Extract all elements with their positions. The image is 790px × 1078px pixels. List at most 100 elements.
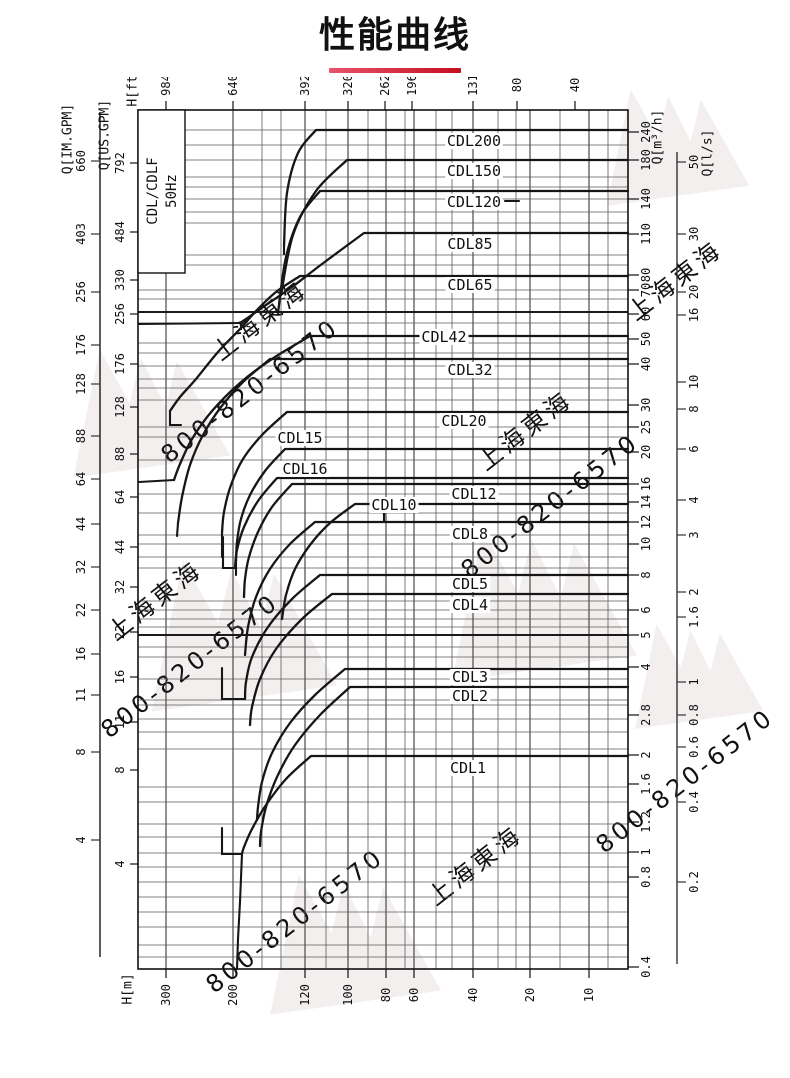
right-outer-tick-label: 6 [687,445,701,452]
curve-tail-cdl16 [221,535,237,570]
curve-label-cdl2: CDL2 [452,687,488,705]
curve-label-bg [445,194,503,210]
watermark-phone-text: 800-820-6570 [591,703,780,859]
curve-label-cdl8: CDL8 [452,525,488,543]
curve-label-bg [419,329,469,345]
left-outer-tick-label: 256 [74,281,88,303]
right-inner-tick-label: 1.2 [639,811,653,833]
right-inner-tick-label: 180 [639,149,653,171]
curve-cdl1 [240,754,630,856]
axis-label-q-us-gpm: Q[US.GPM] [98,100,113,170]
left-inner-tick-label: 8 [113,766,127,773]
right-inner-tick-label: 80 [639,268,653,282]
left-inner-tick-label: 256 [113,303,127,325]
left-outer-tick-label: 128 [74,373,88,395]
right-outer-tick-label: 16 [687,308,701,322]
right-outer-tick-label: 0.6 [687,736,701,758]
curve-label-cdl5: CDL5 [452,575,488,593]
curve-tail-cdl5 [220,666,247,701]
right-outer-tick-label: 1 [687,678,701,685]
top-tick-label: 80 [510,78,524,92]
right-outer-tick-label: 10 [687,375,701,389]
watermark-logo [606,89,750,206]
curve-label-cdl42: CDL42 [421,328,466,346]
page-title: 性能曲线 [318,15,471,56]
left-inner-tick-label: 176 [113,353,127,375]
bottom-tick-label: 10 [582,988,596,1002]
left-inner-tick-label: 64 [113,490,127,504]
top-tick-label: 262 [378,77,392,96]
right-outer-tick-label: 0.8 [687,704,701,726]
curve-label-cdl32: CDL32 [447,361,492,379]
right-outer-tick-label: 8 [687,405,701,412]
curve-label-bg [449,688,491,704]
curve-cdl32 [176,357,630,525]
curve-label-cdl200: CDL200 [447,132,501,150]
curve-label-bg [275,430,325,446]
right-inner-tick-label: 1.6 [639,773,653,795]
right-inner-tick-label: 6 [639,606,653,613]
curve-cdl120 [276,189,630,315]
curve-cdl16 [233,476,630,570]
right-outer-tick-label: 0.2 [687,871,701,893]
top-tick-label: 984 [159,77,173,96]
curve-label-cdl16: CDL16 [282,460,327,478]
curve-label-cdl4: CDL4 [452,596,488,614]
left-inner-tick-label: 484 [113,221,127,243]
left-inner-tick-label: 11 [113,715,127,729]
curve-cdl5 [243,573,630,701]
top-tick-label: 131 [466,77,480,96]
curve-tail-cdl1 [220,826,244,856]
left-outer-tick-label: 4 [74,836,88,843]
left-inner-tick-label: 44 [113,540,127,554]
curve-cdl8 [243,520,630,657]
title-underline-bar [329,68,461,73]
curve-label-bg [447,760,489,776]
left-inner-tick-label: 22 [113,625,127,639]
left-outer-tick-label: 403 [74,223,88,245]
curve-label-cdl150: CDL150 [447,162,501,180]
top-tick-label: 392 [298,77,312,96]
right-outer-tick-label: 20 [687,285,701,299]
watermark-logo [635,624,764,729]
curve-label-bg [445,163,503,179]
bottom-tick-label: 40 [466,988,480,1002]
watermark-logo [73,349,231,478]
plot-border [137,109,629,970]
left-outer-tick-label: 16 [74,647,88,661]
curve-cdl3 [255,667,630,822]
right-outer-tick-label: 2 [687,588,701,595]
curve-label-bg [439,413,489,429]
right-inner-tick-label: 8 [639,571,653,578]
top-tick-label: 196 [405,77,419,96]
right-inner-tick-label: 50 [639,332,653,346]
curve-label-bg [449,526,491,542]
bottom-tick-label: 80 [379,988,393,1002]
left-outer-tick-label: 32 [74,560,88,574]
right-inner-tick-label: 2 [639,751,653,758]
right-inner-tick-label: 25 [639,420,653,434]
right-outer-tick-label: 30 [687,227,701,241]
curve-cdl2 [258,685,630,848]
right-inner-tick-label: 30 [639,398,653,412]
left-outer-tick-label: 64 [74,472,88,486]
curve-label-cdl120: CDL120 [447,193,501,211]
right-inner-tick-label: 60 [639,307,653,321]
performance-chart: 上海東海800-820-6570上海東海800-820-6570上海東海800-… [61,77,780,1015]
left-inner-tick-label: 4 [113,860,127,867]
legend-series-label: CDL/CDLF [145,157,161,224]
watermark-brand-text: 上海東海 [472,385,577,476]
left-outer-tick-label: 8 [74,748,88,755]
grid-layer [138,110,628,969]
curve-label-bg [449,597,491,613]
axis-label-q-m3h: Q[m³/h] [651,110,666,165]
right-outer-tick-label: 3 [687,531,701,538]
left-outer-tick-label: 88 [74,429,88,443]
left-inner-tick-label: 792 [113,152,127,174]
right-inner-tick-label: 2.8 [639,704,653,726]
watermark-brand-text: 上海東海 [422,820,527,911]
curve-cdl20 [220,410,630,535]
curve-label-bg [445,362,495,378]
curve-label-cdl10: CDL10 [371,496,416,514]
